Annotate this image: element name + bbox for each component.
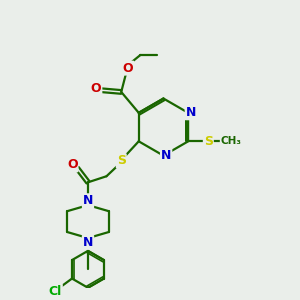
Text: N: N xyxy=(161,149,171,162)
Text: CH₃: CH₃ xyxy=(221,136,242,146)
Text: O: O xyxy=(67,158,77,171)
Text: O: O xyxy=(91,82,101,95)
Text: S: S xyxy=(117,154,126,167)
Text: N: N xyxy=(83,194,93,207)
Text: N: N xyxy=(186,106,196,119)
Text: Cl: Cl xyxy=(49,285,62,298)
Text: N: N xyxy=(83,236,93,249)
Text: O: O xyxy=(123,61,133,75)
Text: S: S xyxy=(204,135,213,148)
